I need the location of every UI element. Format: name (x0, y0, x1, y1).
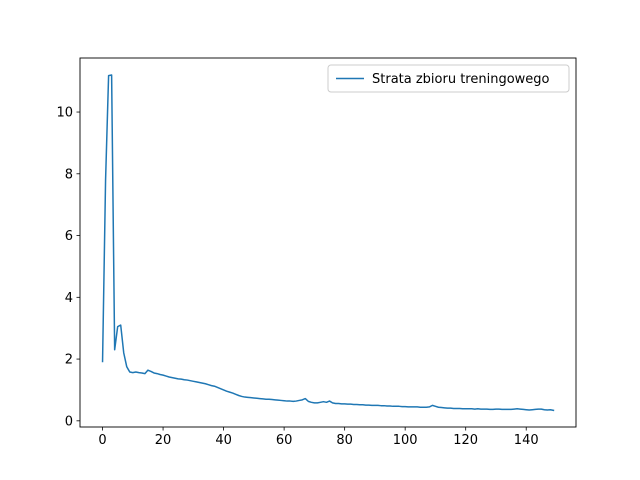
y-tick-label: 2 (65, 353, 73, 368)
x-tick-label: 140 (514, 433, 539, 448)
x-tick-label: 20 (155, 433, 172, 448)
x-tick-label: 100 (393, 433, 418, 448)
legend: Strata zbioru treningowego (327, 64, 570, 93)
x-tick-label: 120 (453, 433, 478, 448)
y-tick-label: 4 (65, 291, 73, 306)
series-layer (101, 74, 555, 412)
plot-area: 0 20 40 60 80 100 120 140 0 2 4 6 8 10 Strata zbioru… (56, 57, 577, 448)
axes-frame (79, 57, 577, 428)
series-line-0 (101, 74, 555, 412)
x-tick-label: 80 (336, 433, 353, 448)
x-axis: 0 20 40 60 80 100 120 140 (98, 427, 539, 448)
x-tick-label: 40 (215, 433, 232, 448)
y-tick-label: 8 (65, 167, 73, 182)
y-tick-label: 6 (65, 229, 73, 244)
legend-label: Strata zbioru treningowego (372, 72, 550, 87)
x-tick-label: 60 (276, 433, 293, 448)
x-tick-label: 0 (98, 433, 106, 448)
y-axis: 0 2 4 6 8 10 (56, 106, 80, 429)
y-tick-label: 0 (65, 414, 73, 429)
y-tick-label: 10 (56, 106, 73, 121)
legend-box (327, 64, 570, 93)
